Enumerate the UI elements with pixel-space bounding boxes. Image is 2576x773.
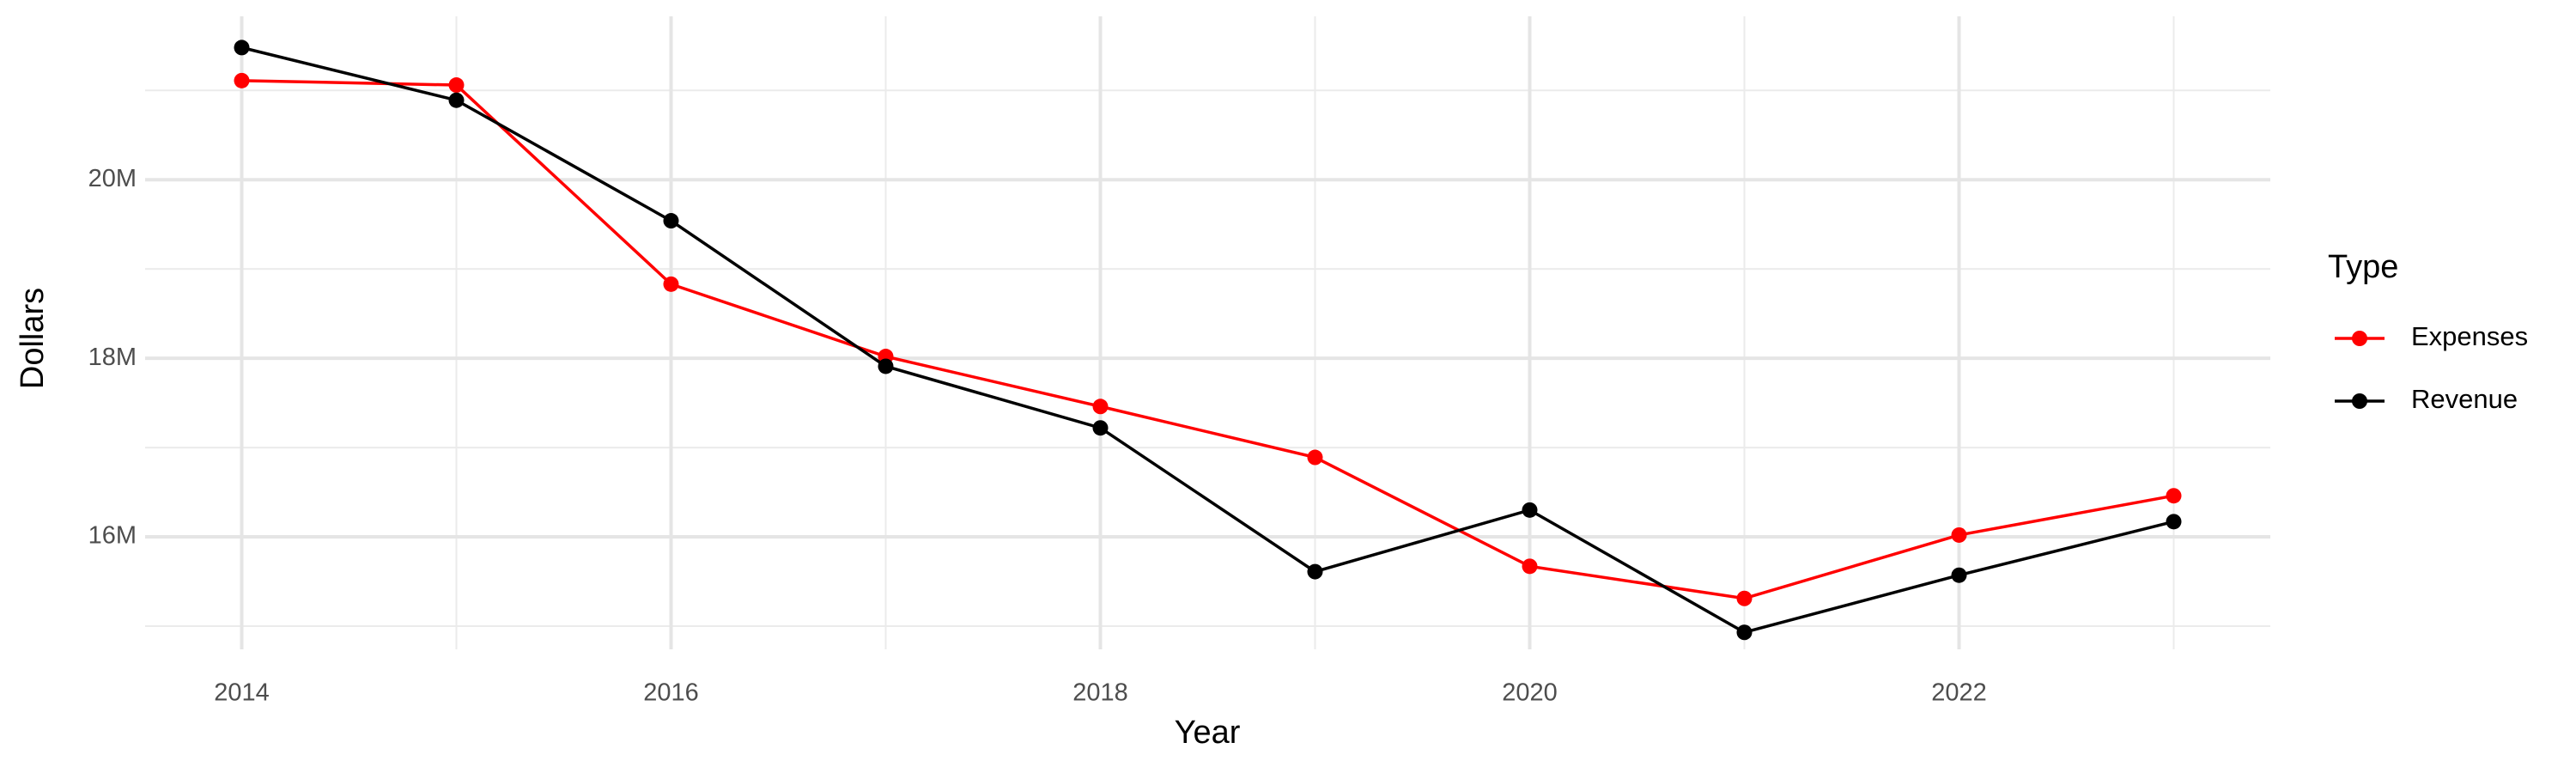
data-point: [1307, 563, 1323, 580]
data-point: [1951, 567, 1967, 583]
data-point: [1736, 590, 1753, 606]
data-point: [1951, 526, 1967, 543]
data-point: [1522, 502, 1538, 518]
data-point: [663, 213, 679, 229]
data-point: [878, 358, 894, 374]
y-axis-title: Dollars: [15, 288, 51, 389]
x-tick-label: 2014: [214, 679, 270, 707]
data-point: [1736, 624, 1753, 641]
data-point: [1522, 558, 1538, 575]
x-tick-label: 2016: [643, 679, 699, 707]
legend-title: Type: [2328, 249, 2398, 285]
legend-marker: [2352, 393, 2367, 409]
y-tick-label: 16M: [88, 522, 137, 550]
data-point: [448, 77, 465, 94]
series-line: [241, 79, 2174, 600]
legend-label: Expenses: [2411, 321, 2528, 351]
data-point: [234, 72, 250, 88]
data-point: [234, 40, 250, 56]
data-point: [2166, 488, 2182, 504]
x-tick-label: 2020: [1502, 679, 1558, 707]
data-point: [2166, 514, 2182, 530]
data-point: [1092, 420, 1109, 436]
data-point: [1092, 399, 1109, 415]
series-line: [241, 46, 2174, 635]
data-point: [1307, 449, 1323, 466]
y-tick-label: 18M: [88, 344, 137, 371]
x-tick-label: 2018: [1072, 679, 1128, 707]
x-axis-title: Year: [1175, 715, 1241, 751]
legend-label: Revenue: [2411, 384, 2518, 414]
x-tick-label: 2022: [1931, 679, 1987, 707]
data-point: [663, 276, 679, 292]
y-tick-label: 20M: [88, 165, 137, 192]
legend-marker: [2352, 331, 2367, 346]
data-point: [448, 92, 465, 108]
